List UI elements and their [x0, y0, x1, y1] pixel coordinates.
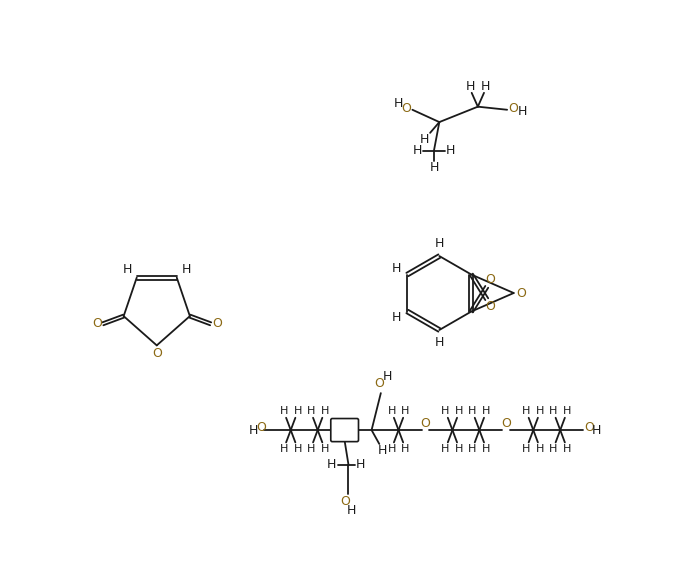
Text: H: H	[549, 406, 558, 416]
Text: O: O	[517, 286, 526, 300]
Text: H: H	[280, 444, 288, 454]
Text: H: H	[306, 444, 315, 454]
Text: O: O	[91, 317, 102, 331]
Text: H: H	[181, 263, 191, 277]
Text: H: H	[536, 406, 544, 416]
Text: H: H	[248, 424, 258, 436]
Text: O: O	[374, 378, 384, 390]
Text: H: H	[401, 406, 410, 416]
Text: O: O	[421, 417, 431, 431]
Text: H: H	[441, 444, 450, 454]
Text: H: H	[563, 406, 572, 416]
Text: H: H	[549, 444, 558, 454]
Text: H: H	[468, 444, 477, 454]
Text: H: H	[387, 444, 396, 454]
Text: H: H	[435, 336, 444, 349]
Text: H: H	[383, 370, 392, 383]
Text: O: O	[486, 300, 496, 313]
FancyBboxPatch shape	[331, 418, 359, 442]
Text: H: H	[455, 444, 463, 454]
Text: H: H	[378, 444, 387, 457]
Text: H: H	[293, 406, 302, 416]
Text: H: H	[306, 406, 315, 416]
Text: O: O	[341, 495, 350, 508]
Text: H: H	[419, 132, 429, 145]
Text: H: H	[123, 263, 132, 277]
Text: O: O	[255, 421, 266, 434]
Text: H: H	[413, 144, 422, 157]
Text: O: O	[486, 272, 496, 286]
Text: Abs: Abs	[334, 425, 355, 435]
Text: H: H	[320, 444, 329, 454]
Text: H: H	[522, 444, 530, 454]
Text: H: H	[441, 406, 450, 416]
Text: O: O	[584, 421, 594, 434]
Text: H: H	[482, 444, 491, 454]
Text: H: H	[563, 444, 572, 454]
Text: H: H	[429, 161, 438, 174]
Text: H: H	[536, 444, 544, 454]
Text: H: H	[468, 406, 477, 416]
Text: H: H	[446, 144, 456, 157]
Text: H: H	[387, 406, 396, 416]
Text: O: O	[152, 347, 162, 360]
Text: O: O	[212, 317, 222, 331]
Text: H: H	[392, 262, 401, 275]
Text: H: H	[347, 504, 356, 518]
Text: O: O	[508, 102, 518, 114]
Text: O: O	[401, 102, 411, 114]
Text: H: H	[482, 406, 491, 416]
Text: H: H	[455, 406, 463, 416]
Text: H: H	[522, 406, 530, 416]
Text: H: H	[518, 105, 527, 118]
Text: H: H	[592, 424, 601, 436]
Text: O: O	[501, 417, 511, 431]
Text: H: H	[394, 97, 403, 110]
Text: H: H	[401, 444, 410, 454]
Text: H: H	[293, 444, 302, 454]
Text: H: H	[327, 458, 336, 471]
Text: H: H	[392, 311, 401, 324]
Text: H: H	[280, 406, 288, 416]
Text: H: H	[466, 80, 475, 93]
Text: H: H	[320, 406, 329, 416]
Text: H: H	[435, 237, 444, 250]
Text: H: H	[356, 458, 366, 471]
Text: H: H	[481, 80, 490, 93]
